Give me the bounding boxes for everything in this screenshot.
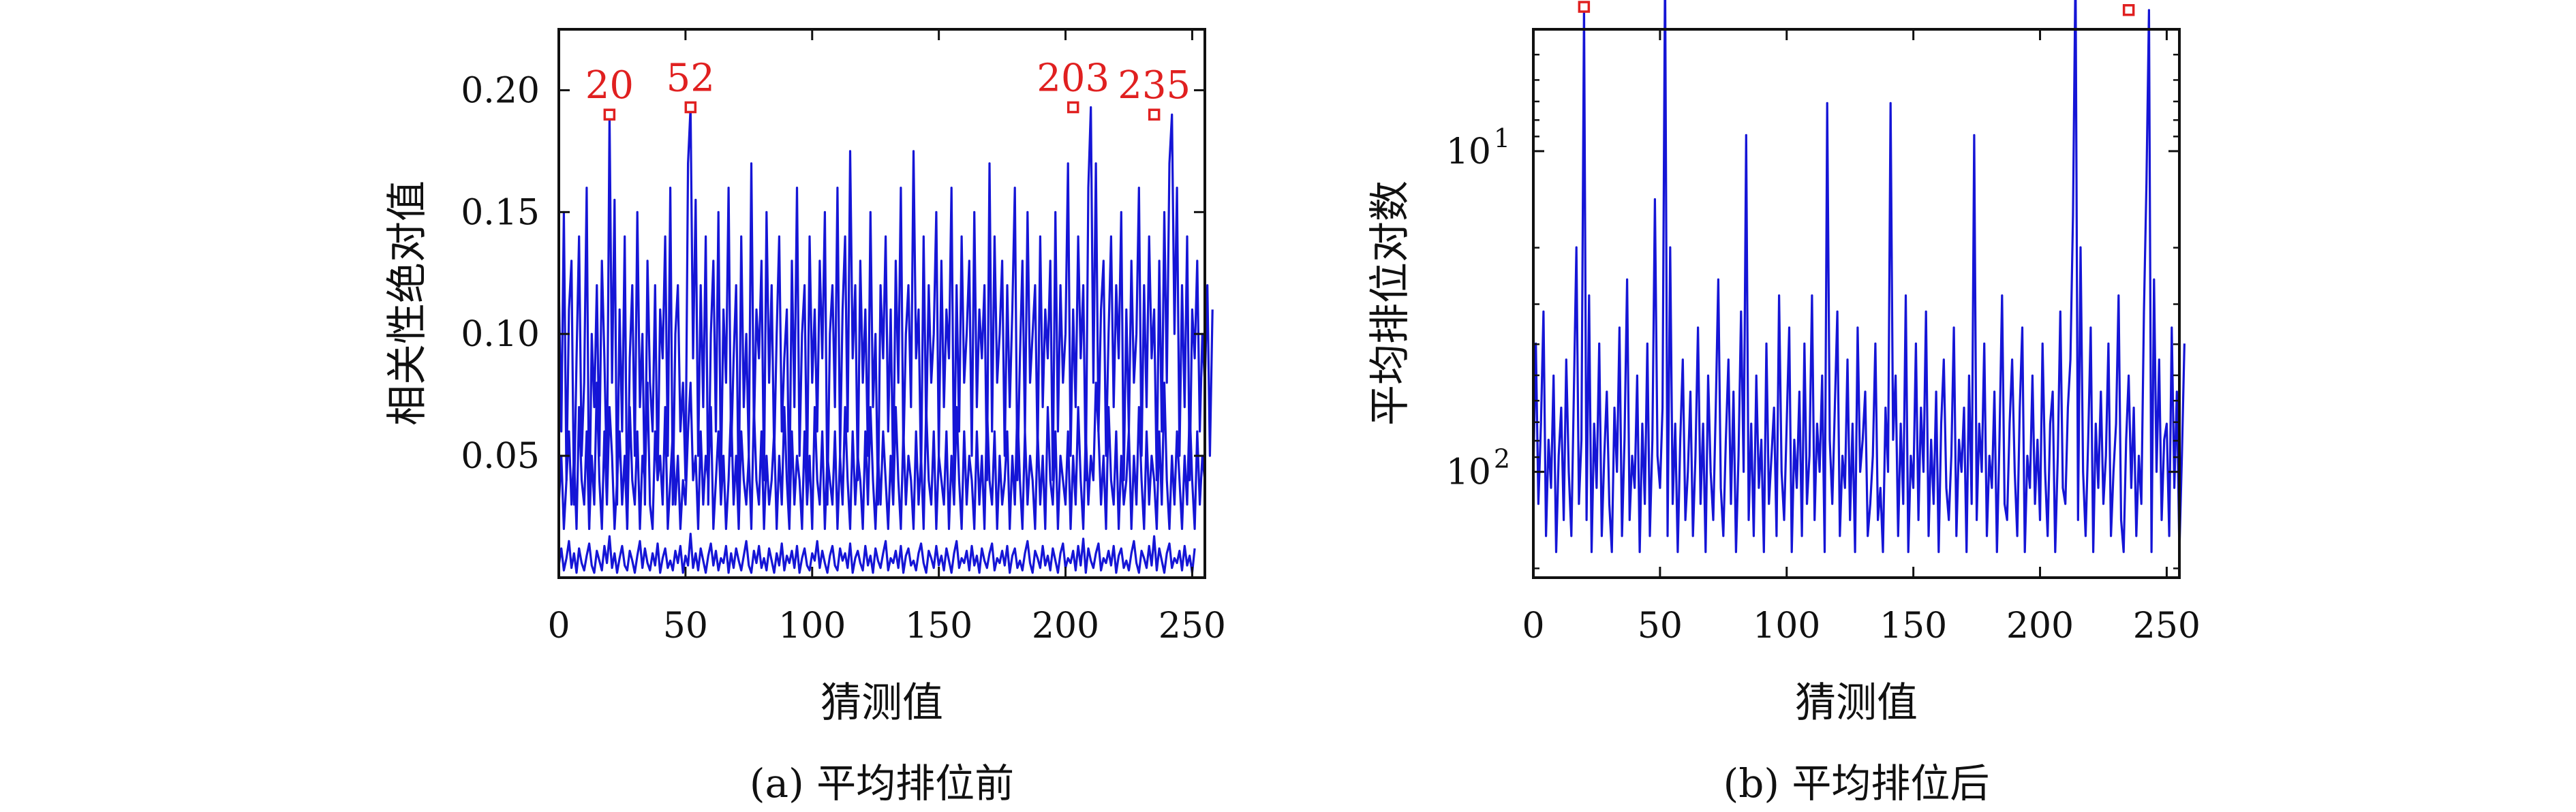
peak-marker: [603, 108, 616, 121]
peak-label: 235: [2092, 0, 2165, 3]
plot-frame-a: [557, 28, 1206, 579]
peak-markers-a: 20 52 203 235: [585, 56, 1191, 121]
y-tick-exponent: 1: [1494, 123, 1510, 153]
peak-marker: [1148, 108, 1161, 121]
x-axis-label-b: 猜测值: [1795, 679, 1918, 727]
x-tick-label: 250: [1159, 606, 1226, 646]
y-tick-label: 0.20: [461, 70, 540, 111]
y-tick-label: 0.05: [461, 436, 540, 477]
series-line-a-1: [557, 106, 1214, 531]
x-tick-label: 50: [1638, 606, 1683, 646]
y-tick-label: 10: [1446, 452, 1491, 493]
peak-label: 20: [585, 63, 634, 108]
series-group-b: [1532, 0, 2186, 553]
ticks-a: 0 50 100 150 200 250 0.05 0.10 0.15 0.20: [461, 29, 1226, 646]
x-axis-label-a: 猜测值: [821, 679, 943, 727]
x-tick-label: 0: [1522, 606, 1544, 646]
y-tick-label: 0.10: [461, 314, 540, 355]
x-tick-label: 250: [2133, 606, 2201, 646]
ticks-b: 050100150200250100101102: [1446, 29, 2201, 646]
y-axis-label-b: 平均排位对数: [1366, 181, 1414, 426]
x-tick-label: 150: [905, 606, 972, 646]
peak-marker: [1578, 1, 1591, 13]
peak-marker: [684, 101, 697, 114]
x-tick-label: 50: [663, 606, 708, 646]
series-group-a: [557, 106, 1214, 574]
x-tick-label: 200: [2006, 606, 2074, 646]
series-line-b-1: [1532, 0, 2186, 553]
peak-marker: [1067, 101, 1079, 114]
y-tick-label: 10: [1446, 131, 1491, 172]
caption-b: (b) 平均排位后: [1723, 760, 1990, 807]
x-tick-label: 100: [1753, 606, 1820, 646]
y-axis-label-a: 相关性绝对值: [384, 181, 431, 426]
y-tick-label: 0.15: [461, 192, 540, 233]
x-tick-label: 100: [778, 606, 846, 646]
peak-label: 52: [666, 56, 715, 100]
caption-a: (a) 平均排位前: [750, 760, 1014, 807]
x-tick-label: 200: [1032, 606, 1099, 646]
series-line-a-2: [557, 381, 1206, 531]
peak-label: 235: [1118, 63, 1191, 108]
x-tick-label: 150: [1880, 606, 1947, 646]
series-line-a-3: [557, 532, 1196, 574]
y-tick-exponent: 2: [1494, 444, 1510, 474]
peak-label: 203: [1037, 56, 1109, 100]
peak-marker: [2122, 4, 2135, 16]
chart-panel-a: 20 52 203 235 0 50 100 150 200 250 0.05 0.10 0.15 0.…: [384, 28, 1226, 807]
x-tick-label: 0: [547, 606, 570, 646]
